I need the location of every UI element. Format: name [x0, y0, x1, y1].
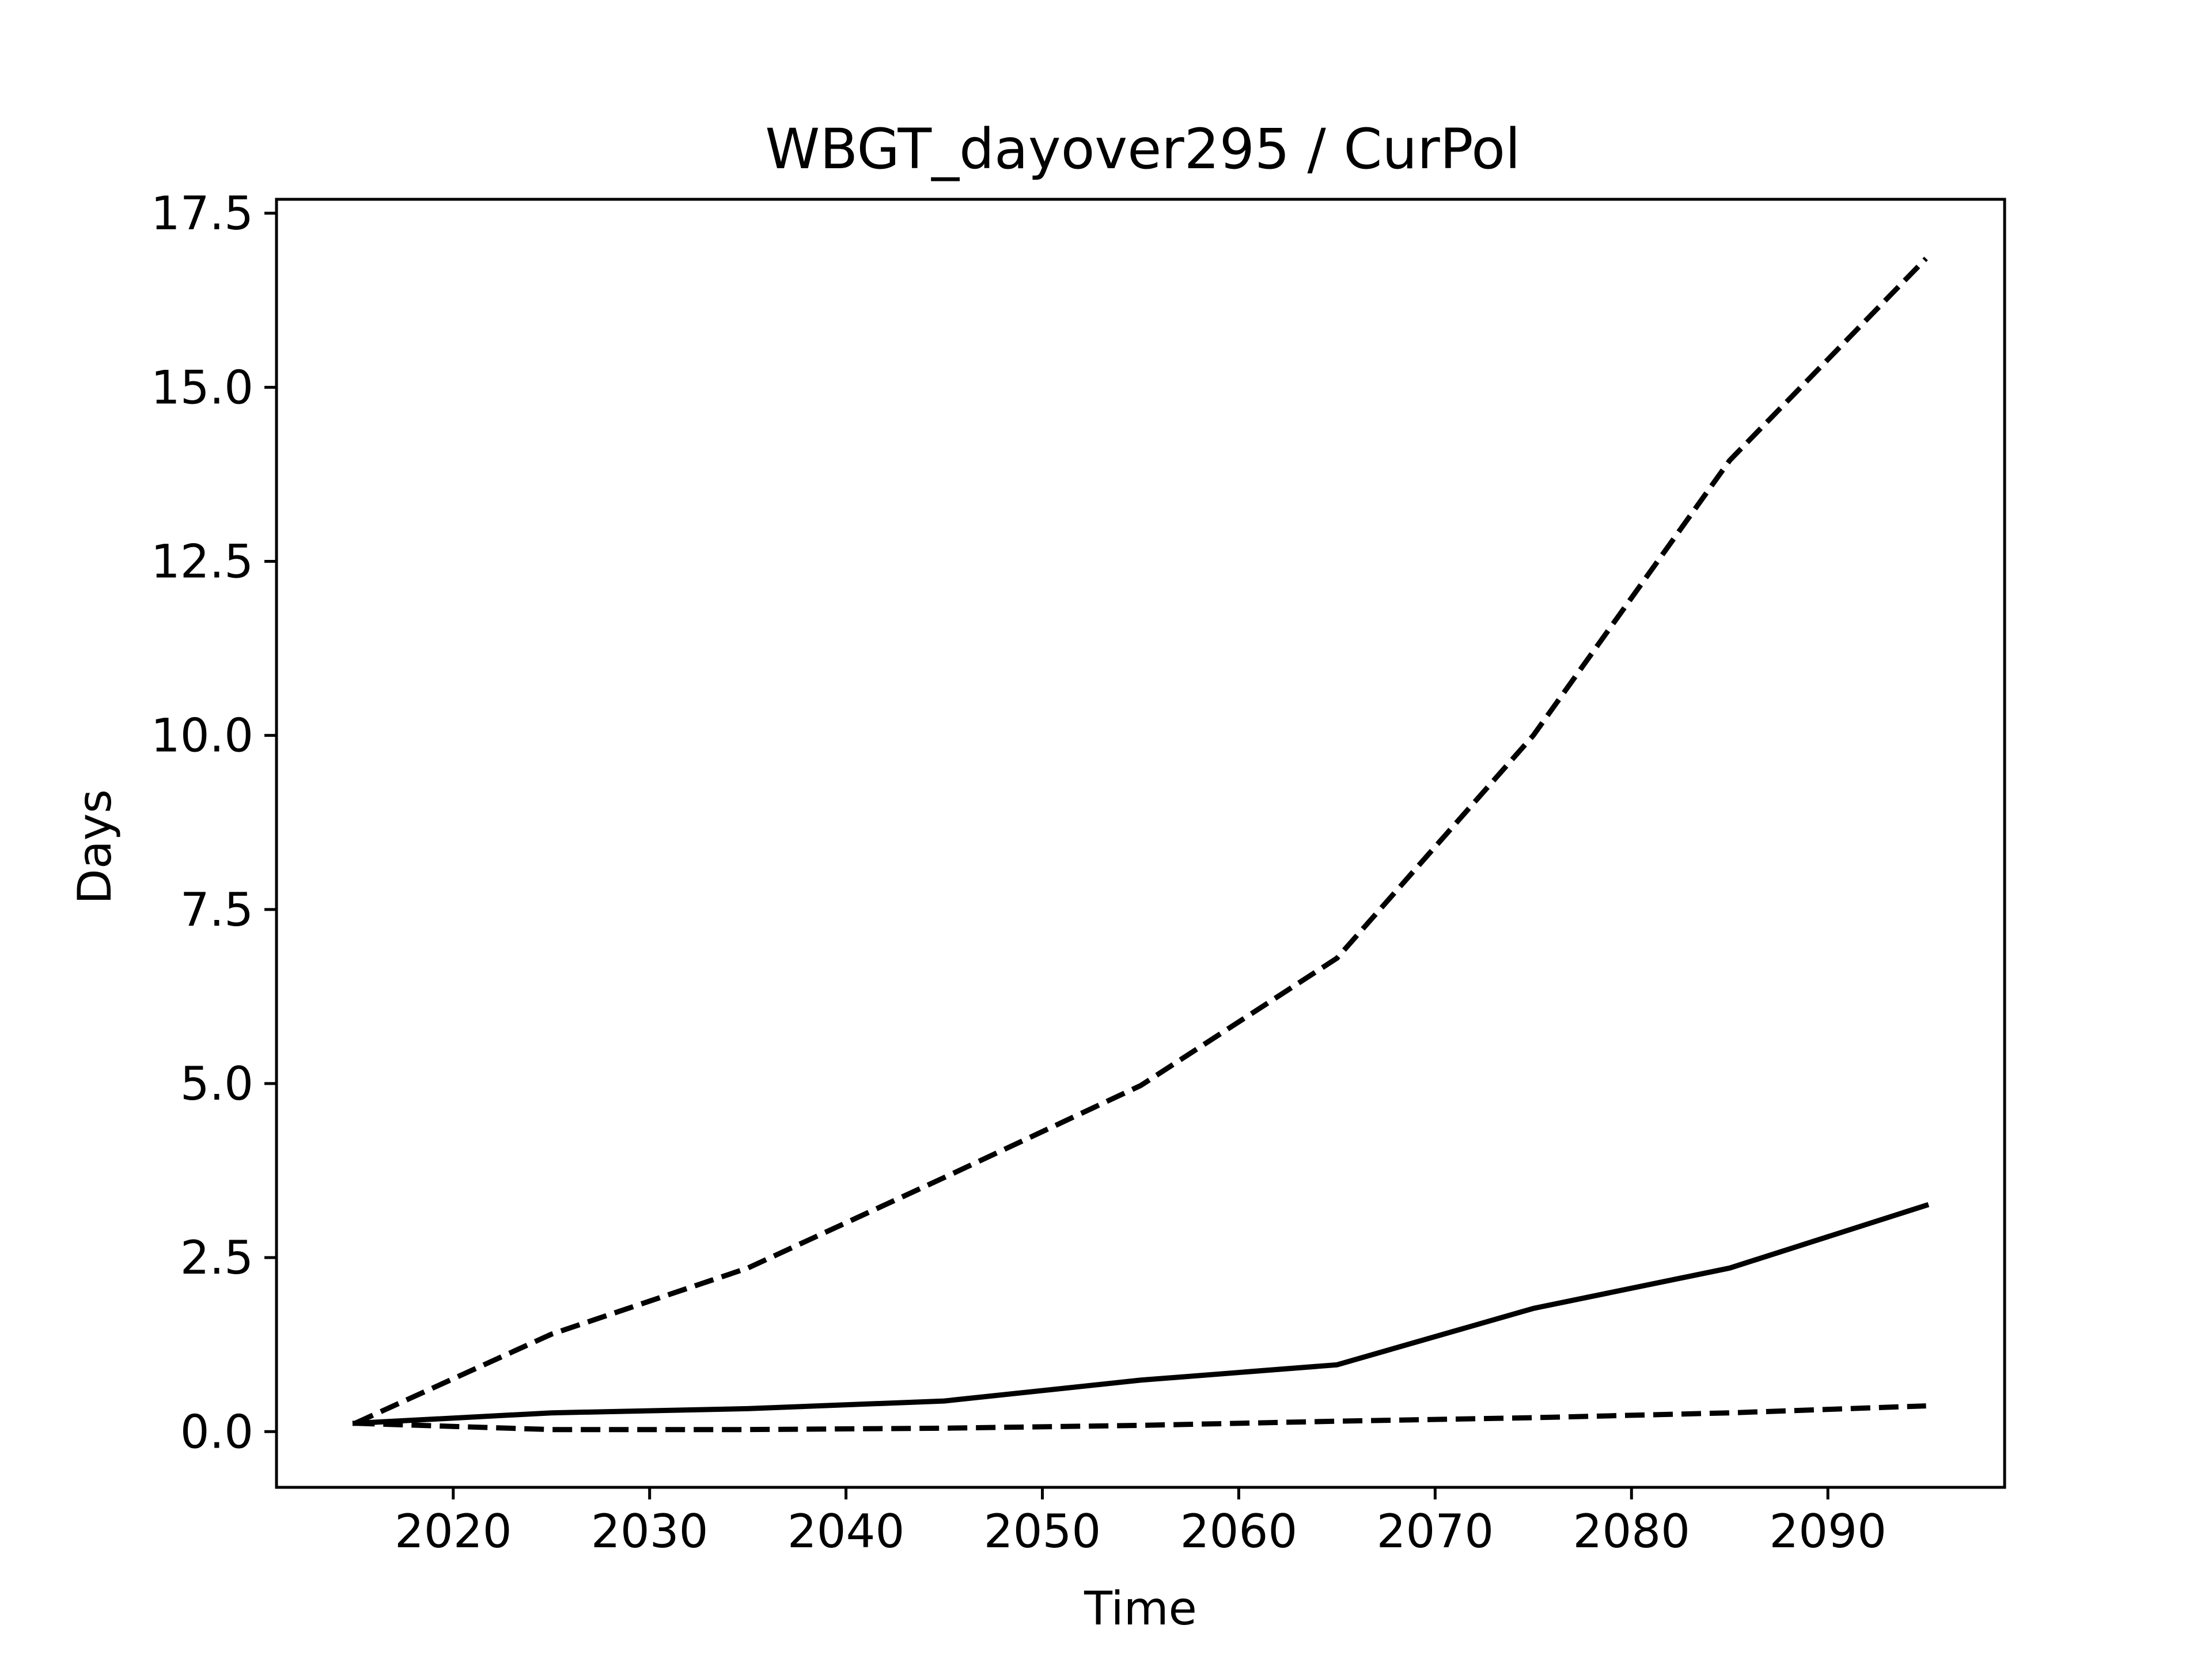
x-tick-label: 2090 — [1769, 1505, 1887, 1558]
x-tick-label: 2030 — [591, 1505, 709, 1558]
series-line-3 — [355, 1403, 1926, 1433]
x-axis-label: Time — [1084, 1582, 1197, 1635]
series-line-1 — [352, 1202, 1930, 1426]
plot-area — [352, 256, 1930, 1433]
x-tick-label: 2020 — [395, 1505, 512, 1558]
y-tick-label: 10.0 — [151, 709, 253, 763]
x-tick-label: 2040 — [787, 1505, 905, 1558]
series-line-2 — [354, 256, 1928, 1426]
y-axis: 0.0 2.5 5.0 7.5 10.0 12.5 15.0 17.5 — [151, 187, 276, 1459]
x-tick-label: 2080 — [1573, 1505, 1690, 1558]
y-tick-label: 5.0 — [180, 1057, 253, 1111]
y-tick-label: 15.0 — [151, 361, 253, 414]
x-axis: 2020 2030 2040 2050 2060 2070 2080 2090 — [395, 1487, 1887, 1558]
y-tick-label: 0.0 — [180, 1405, 253, 1459]
y-tick-label: 12.5 — [151, 535, 253, 588]
y-tick-label: 2.5 — [180, 1231, 253, 1285]
plot-frame — [275, 198, 2006, 1489]
x-tick-label: 2070 — [1377, 1505, 1494, 1558]
x-tick-label: 2050 — [984, 1505, 1101, 1558]
y-tick-label: 17.5 — [151, 187, 253, 240]
x-tick-label: 2060 — [1180, 1505, 1298, 1558]
chart-title: WBGT_dayover295 / CurPol — [765, 117, 1520, 181]
y-axis-label: Days — [68, 789, 122, 904]
y-tick-label: 7.5 — [180, 883, 253, 937]
